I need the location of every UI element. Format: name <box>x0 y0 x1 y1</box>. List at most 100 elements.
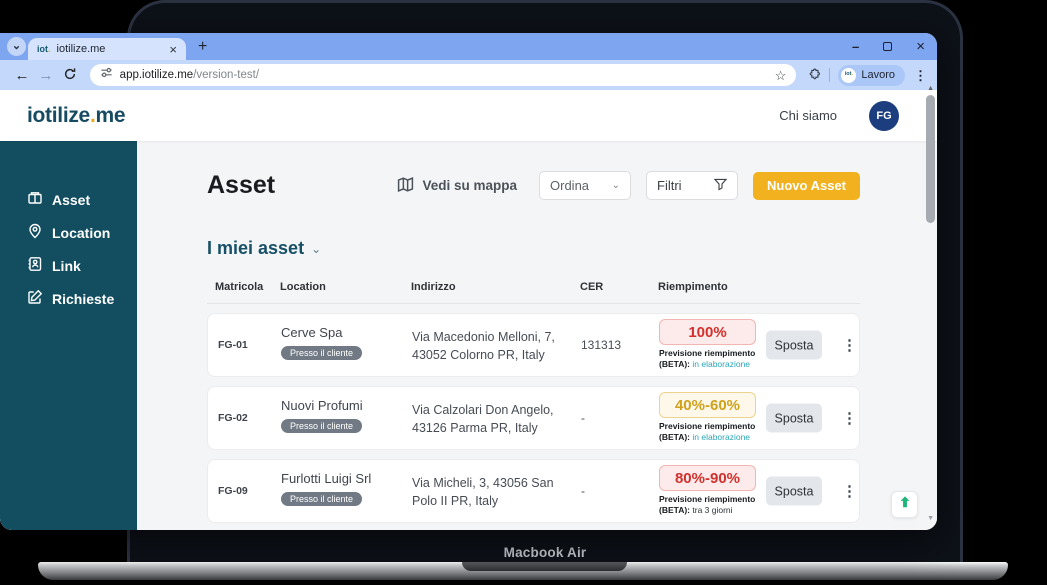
address-book-icon <box>27 256 43 275</box>
minimize-icon[interactable]: – <box>852 39 860 54</box>
url-bar[interactable]: app.iotilize.me/version-test/ ☆ <box>89 64 797 86</box>
location-status-badge: Presso il cliente <box>281 419 363 433</box>
main-content: Asset Vedi su mappa <box>137 141 937 530</box>
tab-search-icon[interactable]: ⌄ <box>7 37 26 56</box>
asset-address: Via Macedonio Melloni, 7, 43052 Colorno P… <box>412 330 555 363</box>
kebab-menu-icon[interactable]: ⋮ <box>842 337 857 354</box>
app-page: iotilize.me Chi siamo FG Asset <box>0 90 937 530</box>
device-label: Macbook Air <box>503 545 587 560</box>
laptop-base <box>38 562 1008 580</box>
section-title[interactable]: I miei asset ⌄ <box>207 238 322 258</box>
location-status-badge: Presso il cliente <box>281 346 363 360</box>
map-icon <box>397 176 414 196</box>
sort-select[interactable]: Ordina ⌄ <box>539 171 632 200</box>
sposta-button[interactable]: Sposta <box>766 330 822 360</box>
table-row[interactable]: FG-02 Nuovi Profumi Presso il cliente Vi… <box>207 386 860 450</box>
sidebar-item-location[interactable]: Location <box>0 216 137 249</box>
profile-label: Lavoro <box>861 69 896 81</box>
table-divider <box>207 303 860 304</box>
sidebar-item-richieste[interactable]: Richieste <box>0 282 137 315</box>
green-arrow-up-icon <box>898 495 912 514</box>
tab-close-icon[interactable]: × <box>169 41 177 57</box>
asset-matricola: FG-09 <box>218 485 248 497</box>
fill-forecast: Previsione riempimento (BETA): in elabora… <box>659 348 756 370</box>
table-row[interactable]: FG-09 Furlotti Luigi Srl Presso il clien… <box>207 459 860 523</box>
app-header: iotilize.me Chi siamo FG <box>0 90 937 141</box>
browser-tabstrip: ⌄ iot. iotilize.me × + – × <box>0 33 937 60</box>
new-tab-button[interactable]: + <box>198 38 208 55</box>
asset-cer: - <box>581 484 585 498</box>
asset-box-icon <box>27 190 43 209</box>
about-link[interactable]: Chi siamo <box>779 108 837 123</box>
toolbar-divider <box>829 68 831 82</box>
tab-title: iotilize.me <box>56 43 106 55</box>
column-header: Location <box>280 281 326 293</box>
filter-button[interactable]: Filtri <box>646 171 739 200</box>
fill-percentage-badge: 80%-90% <box>659 465 756 491</box>
column-header: Indirizzo <box>411 281 456 293</box>
sidebar-item-label: Asset <box>52 191 91 208</box>
asset-location-name: Cerve Spa <box>281 325 343 340</box>
fill-percentage-badge: 40%-60% <box>659 392 756 418</box>
edit-square-icon <box>27 289 43 308</box>
column-header: Matricola <box>215 281 264 293</box>
forward-icon[interactable]: → <box>38 66 54 84</box>
column-header: Riempimento <box>658 281 728 293</box>
laptop-base-notch <box>462 562 627 571</box>
asset-cer: - <box>581 411 585 425</box>
table-header-row: Matricola Location Indirizzo CER Riempim… <box>207 281 860 293</box>
bookmark-star-icon[interactable]: ☆ <box>774 67 787 83</box>
user-avatar[interactable]: FG <box>869 100 899 131</box>
asset-location-name: Furlotti Luigi Srl <box>281 471 372 486</box>
asset-address: Via Calzolari Don Angelo, 43126 Parma PR,… <box>412 403 554 436</box>
window-close-icon[interactable]: × <box>916 38 925 55</box>
fill-percentage-badge: 100% <box>659 319 756 345</box>
sidebar-item-label: Richieste <box>52 290 115 307</box>
browser-toolbar: ← → app.iotilize.me/version-test/ ☆ <box>0 60 937 90</box>
sposta-button[interactable]: Sposta <box>766 403 822 433</box>
scrollbar-up-icon[interactable]: ▲ <box>927 85 934 92</box>
browser-menu-icon[interactable]: ⋮ <box>914 67 928 83</box>
column-header: CER <box>580 281 604 293</box>
site-settings-icon[interactable] <box>100 66 113 84</box>
sidebar-item-label: Location <box>52 224 111 241</box>
scroll-to-top-button[interactable] <box>891 491 918 518</box>
scrollbar-down-icon[interactable]: ▼ <box>927 515 934 522</box>
asset-matricola: FG-02 <box>218 412 248 424</box>
sidebar-item-asset[interactable]: Asset <box>0 183 137 216</box>
window-controls: – × <box>852 33 925 60</box>
asset-address: Via Micheli, 3, 43056 San Polo II PR, Ita… <box>412 476 554 509</box>
tab-favicon-icon: iot. <box>37 43 51 54</box>
asset-cer: 131313 <box>581 338 622 352</box>
chevron-down-icon: ⌄ <box>311 241 322 256</box>
fill-forecast: Previsione riempimento (BETA): tra 3 gior… <box>659 494 756 516</box>
profile-avatar: iot. <box>841 67 857 83</box>
asset-location-name: Nuovi Profumi <box>281 398 363 413</box>
sidebar-item-link[interactable]: Link <box>0 249 137 282</box>
extensions-puzzle-icon[interactable] <box>807 68 821 82</box>
location-status-badge: Presso il cliente <box>281 492 363 506</box>
chevron-down-icon: ⌄ <box>611 179 621 191</box>
funnel-icon <box>713 178 728 194</box>
maximize-icon[interactable] <box>883 42 893 51</box>
reload-icon[interactable] <box>58 67 82 84</box>
page-title: Asset <box>207 171 276 199</box>
browser-window: ⌄ iot. iotilize.me × + – × ← → <box>0 33 937 530</box>
asset-matricola: FG-01 <box>218 339 248 351</box>
back-icon[interactable]: ← <box>14 66 30 84</box>
fill-forecast: Previsione riempimento (BETA): in elabora… <box>659 421 756 443</box>
kebab-menu-icon[interactable]: ⋮ <box>842 483 857 500</box>
profile-chip[interactable]: iot. Lavoro <box>838 64 906 86</box>
browser-tab[interactable]: iot. iotilize.me × <box>28 38 186 60</box>
new-asset-button[interactable]: Nuovo Asset <box>753 171 860 200</box>
view-on-map-link[interactable]: Vedi su mappa <box>397 176 517 196</box>
scrollbar-thumb[interactable] <box>926 95 935 223</box>
app-logo[interactable]: iotilize.me <box>27 103 126 127</box>
sposta-button[interactable]: Sposta <box>766 476 822 506</box>
map-pin-icon <box>27 223 43 242</box>
url-text: app.iotilize.me/version-test/ <box>119 69 260 81</box>
table-row[interactable]: FG-01 Cerve Spa Presso il cliente Via Ma… <box>207 313 860 377</box>
kebab-menu-icon[interactable]: ⋮ <box>842 410 857 427</box>
sidebar: Asset Location <box>0 141 137 530</box>
